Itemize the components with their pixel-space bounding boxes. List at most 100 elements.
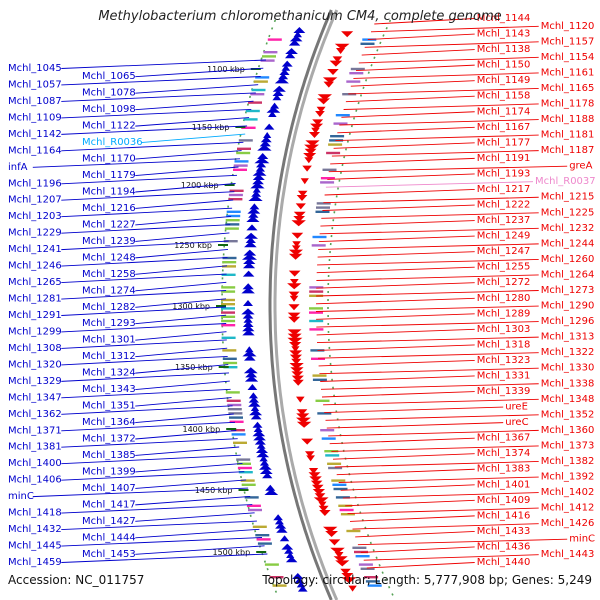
cog-category-bar <box>312 378 327 381</box>
gene-label: Mchl_1293 <box>82 318 136 329</box>
gene-label: Mchl_1281 <box>8 294 62 305</box>
cog-category-bar <box>251 88 266 92</box>
gene-label: Mchl_1170 <box>82 154 136 165</box>
gene-label: Mchl_1109 <box>8 112 62 123</box>
forward-gene-arrow <box>252 186 261 193</box>
label-leader-line <box>135 84 259 94</box>
reverse-gene-arrow <box>330 547 345 554</box>
gene-label: Mchl_1045 <box>8 63 62 74</box>
cog-category-bar <box>227 403 242 407</box>
forward-gene-arrow <box>285 556 298 563</box>
reverse-gene-arrow <box>304 157 314 164</box>
gene-label: Mchl_1329 <box>8 376 62 387</box>
label-leader-line <box>135 512 255 522</box>
cog-category-bar <box>223 366 238 369</box>
gene-label: Mchl_1272 <box>477 277 531 288</box>
forward-gene-arrow <box>242 312 254 319</box>
reverse-gene-arrow <box>291 232 304 239</box>
gene-label: Mchl_1385 <box>82 450 136 461</box>
cog-category-bar <box>312 235 327 239</box>
gene-label: Mchl_1402 <box>541 487 595 498</box>
cog-category-bar <box>350 67 365 71</box>
cog-category-bar <box>255 76 270 79</box>
gene-label: Mchl_1246 <box>8 261 62 272</box>
reverse-gene-arrow <box>309 476 322 483</box>
gene-label: Mchl_1444 <box>82 532 136 543</box>
forward-gene-arrow <box>266 106 281 113</box>
gene-label: Mchl_1364 <box>82 417 136 428</box>
gene-label: Mchl_1255 <box>477 262 531 273</box>
reverse-gene-arrow <box>312 119 324 126</box>
gene-label: Mchl_1324 <box>82 368 136 379</box>
label-leader-line <box>61 207 233 218</box>
label-leader-line <box>135 545 265 555</box>
label-leader-line <box>61 372 230 382</box>
label-leader-line <box>357 538 568 546</box>
label-leader-line <box>318 243 539 250</box>
cog-category-bar <box>309 328 324 331</box>
gene-label: Mchl_1426 <box>541 518 595 529</box>
label-leader-line <box>135 150 242 160</box>
reverse-gene-arrow <box>303 153 317 159</box>
gene-label: Mchl_1347 <box>8 392 62 403</box>
forward-gene-arrow <box>284 547 294 554</box>
reverse-gene-arrow <box>317 98 330 105</box>
label-leader-line <box>338 476 539 483</box>
gene-label: Mchl_1241 <box>8 244 62 255</box>
label-leader-line <box>322 204 475 211</box>
gene-label: Mchl_1248 <box>82 252 136 263</box>
forward-gene-arrow <box>248 392 258 399</box>
gene-label: Mchl_1418 <box>8 508 62 519</box>
label-leader-line <box>318 235 475 243</box>
label-leader-line <box>316 282 475 289</box>
gene-label: Mchl_1443 <box>541 549 595 560</box>
forward-gene-arrow <box>297 585 308 592</box>
forward-gene-arrow <box>242 325 255 332</box>
gene-label: Mchl_1158 <box>477 91 531 102</box>
cog-category-bar <box>221 315 236 318</box>
cog-category-bar <box>221 286 236 289</box>
reverse-gene-arrow <box>315 111 325 117</box>
gene-label: Mchl_1122 <box>82 121 136 132</box>
gene-label: Mchl_1303 <box>477 324 531 335</box>
cog-category-bar <box>365 580 380 583</box>
cog-category-bar <box>236 151 251 155</box>
forward-gene-arrow <box>279 535 290 542</box>
gene-label: Mchl_1203 <box>8 211 62 222</box>
label-leader-line <box>364 41 539 48</box>
reverse-gene-arrow <box>348 585 357 592</box>
gene-label: Mchl_1360 <box>541 425 595 436</box>
gene-label: Mchl_1367 <box>477 433 531 444</box>
cog-category-bar <box>315 210 330 213</box>
gene-label: Mchl_1416 <box>477 510 531 521</box>
label-leader-layer <box>32 18 568 569</box>
label-leader-line <box>61 141 244 152</box>
label-leader-line <box>61 421 236 432</box>
reverse-gene-arrow <box>311 484 324 491</box>
forward-gene-arrow <box>248 195 263 201</box>
cog-category-bar <box>339 508 354 512</box>
gene-label: Mchl_1432 <box>8 524 62 535</box>
cog-category-bar <box>360 42 375 45</box>
cog-category-bar <box>346 529 361 533</box>
gene-label: ureC <box>505 417 528 428</box>
cog-category-bar <box>222 357 237 360</box>
cog-category-bar <box>257 542 272 545</box>
gene-label: Mchl_1406 <box>8 475 62 486</box>
gene-label: Mchl_1417 <box>82 499 136 510</box>
gene-label: Mchl_1373 <box>541 440 595 451</box>
cog-category-bar <box>221 324 236 327</box>
forward-gene-arrow <box>247 207 261 214</box>
gene-label: Mchl_1149 <box>477 75 531 86</box>
cog-category-bar <box>238 471 253 474</box>
forward-gene-arrow <box>243 300 253 306</box>
reverse-gene-arrow <box>334 43 350 50</box>
gene-label: Mchl_1194 <box>82 187 136 198</box>
gene-label: Mchl_1400 <box>8 458 62 469</box>
reverse-gene-arrow <box>318 505 329 512</box>
reverse-gene-arrow <box>306 455 315 462</box>
label-leader-line <box>61 174 238 185</box>
cog-category-bar <box>325 454 340 457</box>
cog-category-bar <box>221 336 236 339</box>
reverse-gene-arrow <box>341 573 354 579</box>
